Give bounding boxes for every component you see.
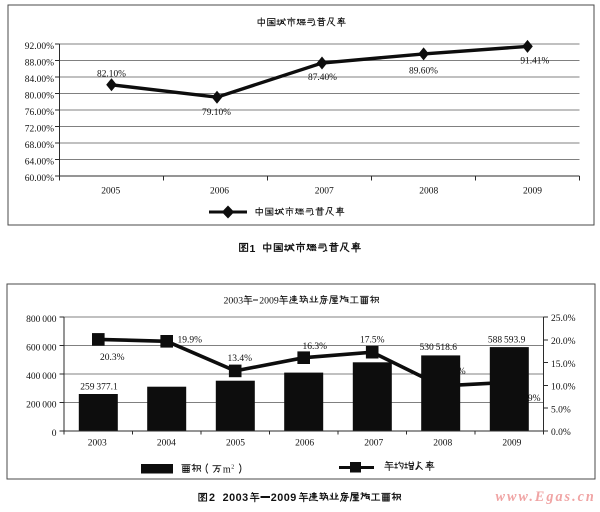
svg-text:2003: 2003 [88, 439, 107, 449]
svg-text:2: 2 [209, 492, 215, 504]
svg-text:m: m [223, 465, 231, 476]
svg-text:91.41%: 91.41% [520, 57, 549, 67]
svg-text:259 377.1: 259 377.1 [80, 383, 118, 393]
svg-text:64.00%: 64.00% [25, 158, 54, 168]
svg-text:2009: 2009 [523, 187, 542, 197]
svg-text:1: 1 [250, 243, 256, 255]
svg-text:82.10%: 82.10% [97, 70, 126, 80]
svg-text:16.3%: 16.3% [303, 342, 328, 352]
svg-text:588 593.9: 588 593.9 [488, 336, 526, 346]
svg-text:2005: 2005 [226, 439, 245, 449]
svg-text:5.0%: 5.0% [551, 405, 571, 415]
svg-text:68.00%: 68.00% [25, 141, 54, 151]
svg-text:25.0%: 25.0% [551, 314, 576, 324]
svg-text:2009: 2009 [271, 492, 297, 504]
svg-text:0: 0 [52, 429, 57, 439]
svg-text:www.Egas.cn: www.Egas.cn [496, 489, 596, 505]
svg-text:600 000: 600 000 [26, 344, 57, 354]
svg-text:76.00%: 76.00% [25, 108, 54, 118]
svg-text:15.0%: 15.0% [551, 360, 576, 370]
svg-text:530 518.6: 530 518.6 [420, 343, 458, 353]
svg-text:60.00%: 60.00% [25, 174, 54, 184]
svg-text:2007: 2007 [315, 187, 334, 197]
svg-text:2008: 2008 [419, 187, 438, 197]
svg-text:87.40%: 87.40% [308, 73, 337, 83]
svg-text:2008: 2008 [433, 439, 452, 449]
svg-text:88.00%: 88.00% [25, 59, 54, 69]
svg-text:2007: 2007 [364, 439, 383, 449]
svg-text:92.00%: 92.00% [25, 42, 54, 52]
svg-text:2005: 2005 [101, 187, 120, 197]
svg-text:400 000: 400 000 [26, 372, 57, 382]
svg-text:80.00%: 80.00% [25, 92, 54, 102]
svg-text:20.3%: 20.3% [100, 353, 125, 363]
svg-text:200 000: 200 000 [26, 401, 57, 411]
svg-text:2: 2 [231, 465, 234, 471]
svg-text:2009: 2009 [259, 296, 279, 307]
svg-text:72.00%: 72.00% [25, 125, 54, 135]
svg-text:84.00%: 84.00% [25, 75, 54, 85]
svg-text:2009: 2009 [502, 439, 521, 449]
svg-text:2004: 2004 [157, 439, 176, 449]
svg-text:2003: 2003 [224, 296, 244, 307]
svg-text:19.9%: 19.9% [178, 336, 203, 346]
svg-text:0.0%: 0.0% [551, 428, 571, 438]
svg-text:2006: 2006 [295, 439, 314, 449]
svg-text:79.10%: 79.10% [202, 108, 231, 118]
svg-text:17.5%: 17.5% [360, 336, 385, 346]
svg-text:20.0%: 20.0% [551, 337, 576, 347]
svg-text:10.0%: 10.0% [551, 383, 576, 393]
svg-text:89.60%: 89.60% [409, 67, 438, 77]
svg-text:800 000: 800 000 [26, 315, 57, 325]
svg-text:13.4%: 13.4% [228, 354, 253, 364]
svg-text:2006: 2006 [210, 187, 229, 197]
svg-text:2003: 2003 [223, 492, 249, 504]
